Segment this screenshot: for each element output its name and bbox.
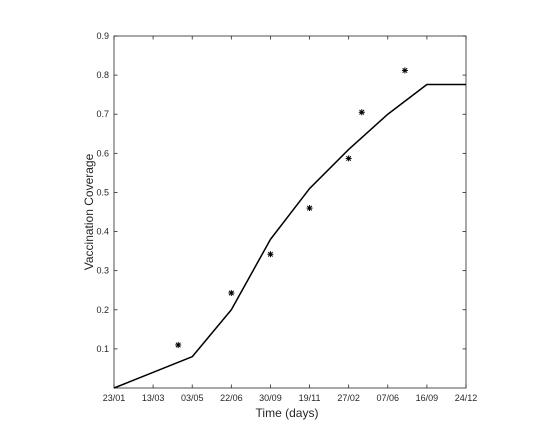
y-tick-label: 0.8 (96, 70, 109, 80)
plot-area-frame (113, 35, 467, 389)
y-tick-label: 0.1 (96, 344, 109, 354)
data-point-marker (175, 341, 182, 348)
data-point-marker (267, 251, 274, 258)
y-tick-label: 0.5 (96, 187, 109, 197)
y-tick-label: 0.2 (96, 305, 109, 315)
x-axis-title: Time (days) (256, 406, 319, 420)
data-point-marker (345, 155, 352, 162)
y-axis-title: Vaccination Coverage (82, 153, 96, 270)
x-tick-label: 24/12 (455, 393, 478, 403)
data-point-marker (401, 67, 408, 74)
model-curve-line (113, 83, 466, 389)
x-tick-label: 23/01 (103, 393, 126, 403)
data-point-marker (228, 289, 235, 296)
axes (113, 35, 467, 389)
observed-data-markers (175, 67, 408, 348)
x-tick-label: 27/02 (337, 393, 360, 403)
ticks: 23/01 13/03 03/05 22/06 30/09 19/11 27/02 07/06… (96, 31, 477, 403)
y-tick-label: 0.9 (96, 31, 109, 41)
y-tick-label: 0.6 (96, 148, 109, 158)
x-tick-label: 07/06 (377, 393, 400, 403)
y-tick-label: 0.4 (96, 227, 109, 237)
data-point-marker (358, 109, 365, 116)
x-tick-label: 30/09 (259, 393, 282, 403)
model-curve (113, 83, 466, 389)
x-tick-label: 16/09 (416, 393, 439, 403)
x-tick-label: 22/06 (220, 393, 243, 403)
x-tick-label: 19/11 (299, 393, 321, 403)
x-tick-label: 13/03 (142, 393, 165, 403)
y-tick-label: 0.3 (96, 266, 109, 276)
data-point-marker (306, 205, 313, 212)
y-tick-label: 0.7 (96, 109, 109, 119)
x-tick-label: 03/05 (181, 393, 204, 403)
